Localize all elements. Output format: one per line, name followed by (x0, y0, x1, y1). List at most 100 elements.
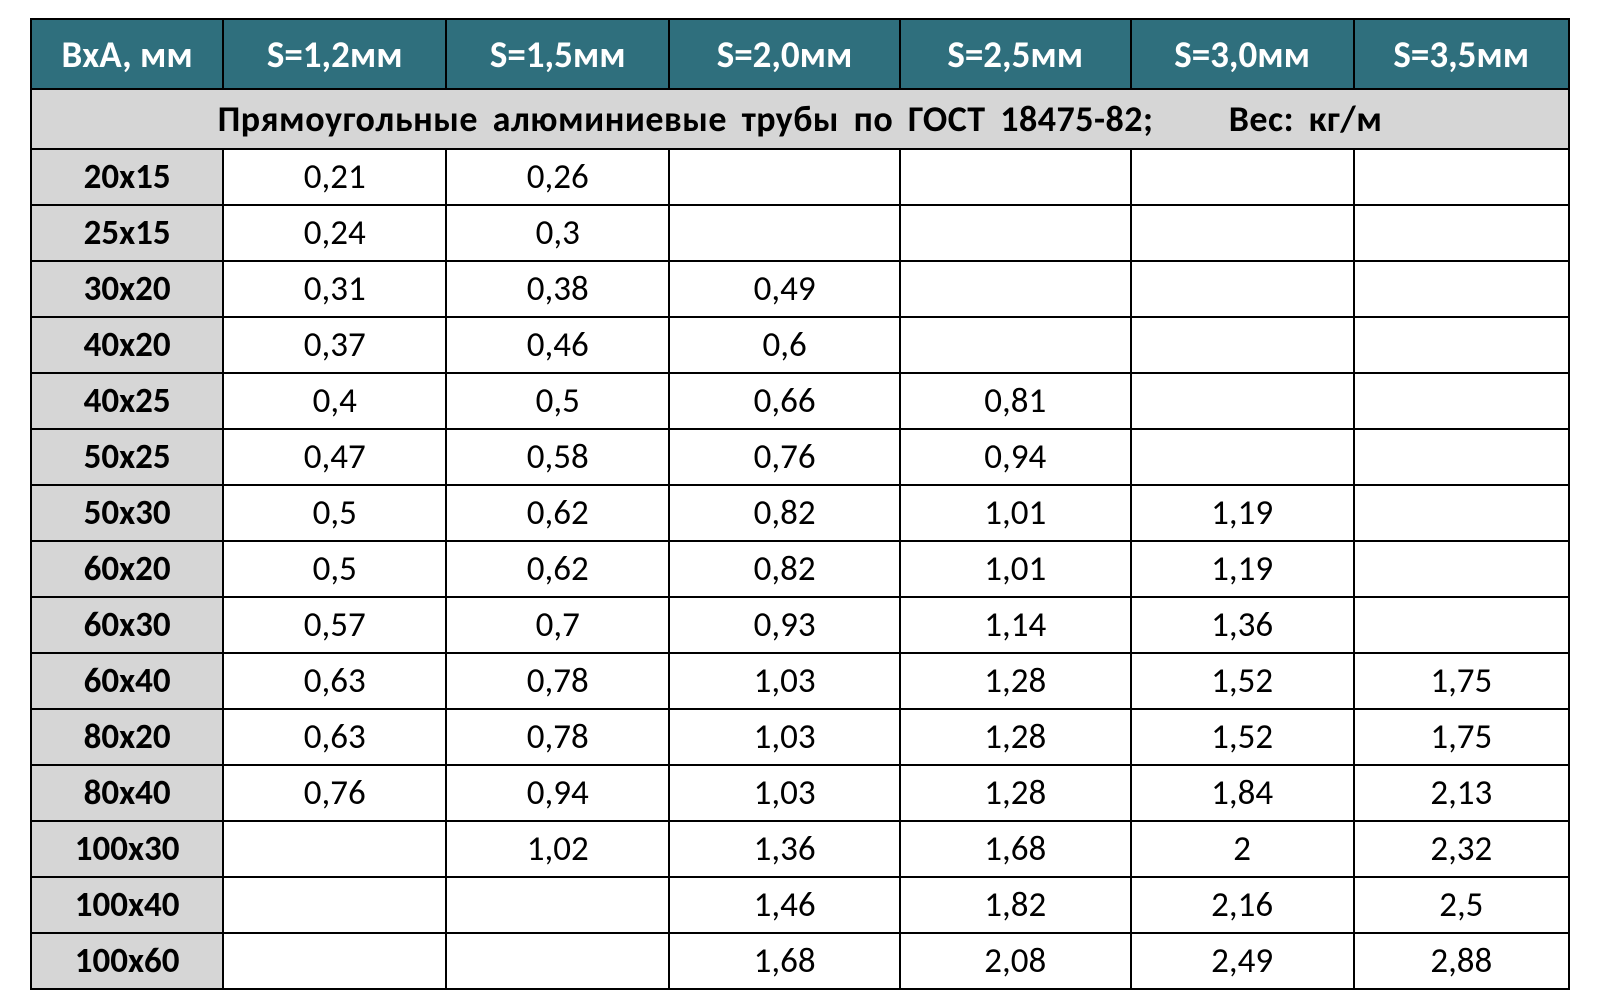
data-cell (1354, 205, 1569, 261)
data-cell: 2,13 (1354, 765, 1569, 821)
data-cell: 1,14 (900, 597, 1131, 653)
data-cell: 1,36 (669, 821, 900, 877)
row-label: 60х40 (31, 653, 223, 709)
data-cell (1354, 149, 1569, 205)
data-cell (669, 149, 900, 205)
data-cell: 2,32 (1354, 821, 1569, 877)
data-cell (1354, 429, 1569, 485)
table-row: 100х601,682,082,492,88 (31, 933, 1569, 989)
data-cell: 1,36 (1131, 597, 1354, 653)
table-row: 60х300,570,70,931,141,36 (31, 597, 1569, 653)
data-cell (446, 877, 669, 933)
data-cell: 0,78 (446, 709, 669, 765)
table-header-row: ВхА, мм S=1,2мм S=1,5мм S=2,0мм S=2,5мм … (31, 19, 1569, 89)
data-cell: 2,5 (1354, 877, 1569, 933)
data-cell: 0,94 (446, 765, 669, 821)
row-label: 60х20 (31, 541, 223, 597)
data-cell: 1,19 (1131, 485, 1354, 541)
data-cell (1354, 485, 1569, 541)
data-cell: 0,5 (223, 485, 446, 541)
data-cell: 0,57 (223, 597, 446, 653)
col-header-s35: S=3,5мм (1354, 19, 1569, 89)
table-body: Прямоугольные алюминиевые трубы по ГОСТ … (31, 89, 1569, 989)
data-cell (223, 821, 446, 877)
data-cell: 2 (1131, 821, 1354, 877)
data-cell (1354, 317, 1569, 373)
data-cell: 0,81 (900, 373, 1131, 429)
table-row: 50х250,470,580,760,94 (31, 429, 1569, 485)
table-row: 20х150,210,26 (31, 149, 1569, 205)
data-cell (900, 149, 1131, 205)
data-cell (446, 933, 669, 989)
data-cell: 0,82 (669, 541, 900, 597)
data-cell: 1,19 (1131, 541, 1354, 597)
data-cell: 1,52 (1131, 709, 1354, 765)
data-cell: 1,75 (1354, 653, 1569, 709)
data-cell: 0,26 (446, 149, 669, 205)
data-cell: 1,75 (1354, 709, 1569, 765)
table-row: 40х250,40,50,660,81 (31, 373, 1569, 429)
data-cell (1131, 429, 1354, 485)
data-cell: 0,66 (669, 373, 900, 429)
table-row: 100х401,461,822,162,5 (31, 877, 1569, 933)
row-label: 60х30 (31, 597, 223, 653)
data-cell (223, 933, 446, 989)
data-cell: 1,03 (669, 765, 900, 821)
data-cell: 0,5 (446, 373, 669, 429)
row-label: 40х25 (31, 373, 223, 429)
row-label: 100х40 (31, 877, 223, 933)
data-cell (669, 205, 900, 261)
data-cell (1354, 261, 1569, 317)
table-row: 60х400,630,781,031,281,521,75 (31, 653, 1569, 709)
row-label: 50х30 (31, 485, 223, 541)
data-cell (1354, 373, 1569, 429)
row-label: 25х15 (31, 205, 223, 261)
data-cell: 0,7 (446, 597, 669, 653)
row-label: 100х60 (31, 933, 223, 989)
data-cell: 0,94 (900, 429, 1131, 485)
data-cell: 0,4 (223, 373, 446, 429)
data-cell (1131, 373, 1354, 429)
data-cell: 1,02 (446, 821, 669, 877)
pipe-weight-table: ВхА, мм S=1,2мм S=1,5мм S=2,0мм S=2,5мм … (30, 18, 1570, 990)
data-cell (900, 261, 1131, 317)
data-cell: 0,47 (223, 429, 446, 485)
row-label: 50х25 (31, 429, 223, 485)
data-cell: 0,6 (669, 317, 900, 373)
row-label: 40х20 (31, 317, 223, 373)
data-cell: 0,62 (446, 541, 669, 597)
data-cell: 2,08 (900, 933, 1131, 989)
table-row: 100х30 1,021,361,6822,32 (31, 821, 1569, 877)
data-cell: 1,68 (900, 821, 1131, 877)
table-row: 25х150,240,3 (31, 205, 1569, 261)
data-cell (900, 205, 1131, 261)
table-title-right: Вес: кг/м (1229, 97, 1383, 141)
data-cell (1354, 541, 1569, 597)
data-cell: 1,28 (900, 709, 1131, 765)
data-cell (1131, 317, 1354, 373)
data-cell: 0,63 (223, 709, 446, 765)
table-row: 80х200,630,781,031,281,521,75 (31, 709, 1569, 765)
data-cell: 1,68 (669, 933, 900, 989)
data-cell (900, 317, 1131, 373)
data-cell (1131, 261, 1354, 317)
data-cell: 2,88 (1354, 933, 1569, 989)
data-cell (1131, 149, 1354, 205)
table-row: 80х400,760,941,031,281,842,13 (31, 765, 1569, 821)
data-cell (1354, 597, 1569, 653)
data-cell: 0,58 (446, 429, 669, 485)
data-cell: 0,76 (223, 765, 446, 821)
data-cell (223, 877, 446, 933)
col-header-size: ВхА, мм (31, 19, 223, 89)
data-cell: 1,28 (900, 765, 1131, 821)
data-cell: 0,82 (669, 485, 900, 541)
row-label: 80х20 (31, 709, 223, 765)
table-title-left: Прямоугольные алюминиевые трубы по ГОСТ … (218, 97, 1154, 141)
table-row: 50х300,50,620,821,011,19 (31, 485, 1569, 541)
data-cell: 0,63 (223, 653, 446, 709)
data-cell: 0,31 (223, 261, 446, 317)
data-cell (1131, 205, 1354, 261)
data-cell: 0,38 (446, 261, 669, 317)
row-label: 100х30 (31, 821, 223, 877)
table-title-cell: Прямоугольные алюминиевые трубы по ГОСТ … (31, 89, 1569, 149)
